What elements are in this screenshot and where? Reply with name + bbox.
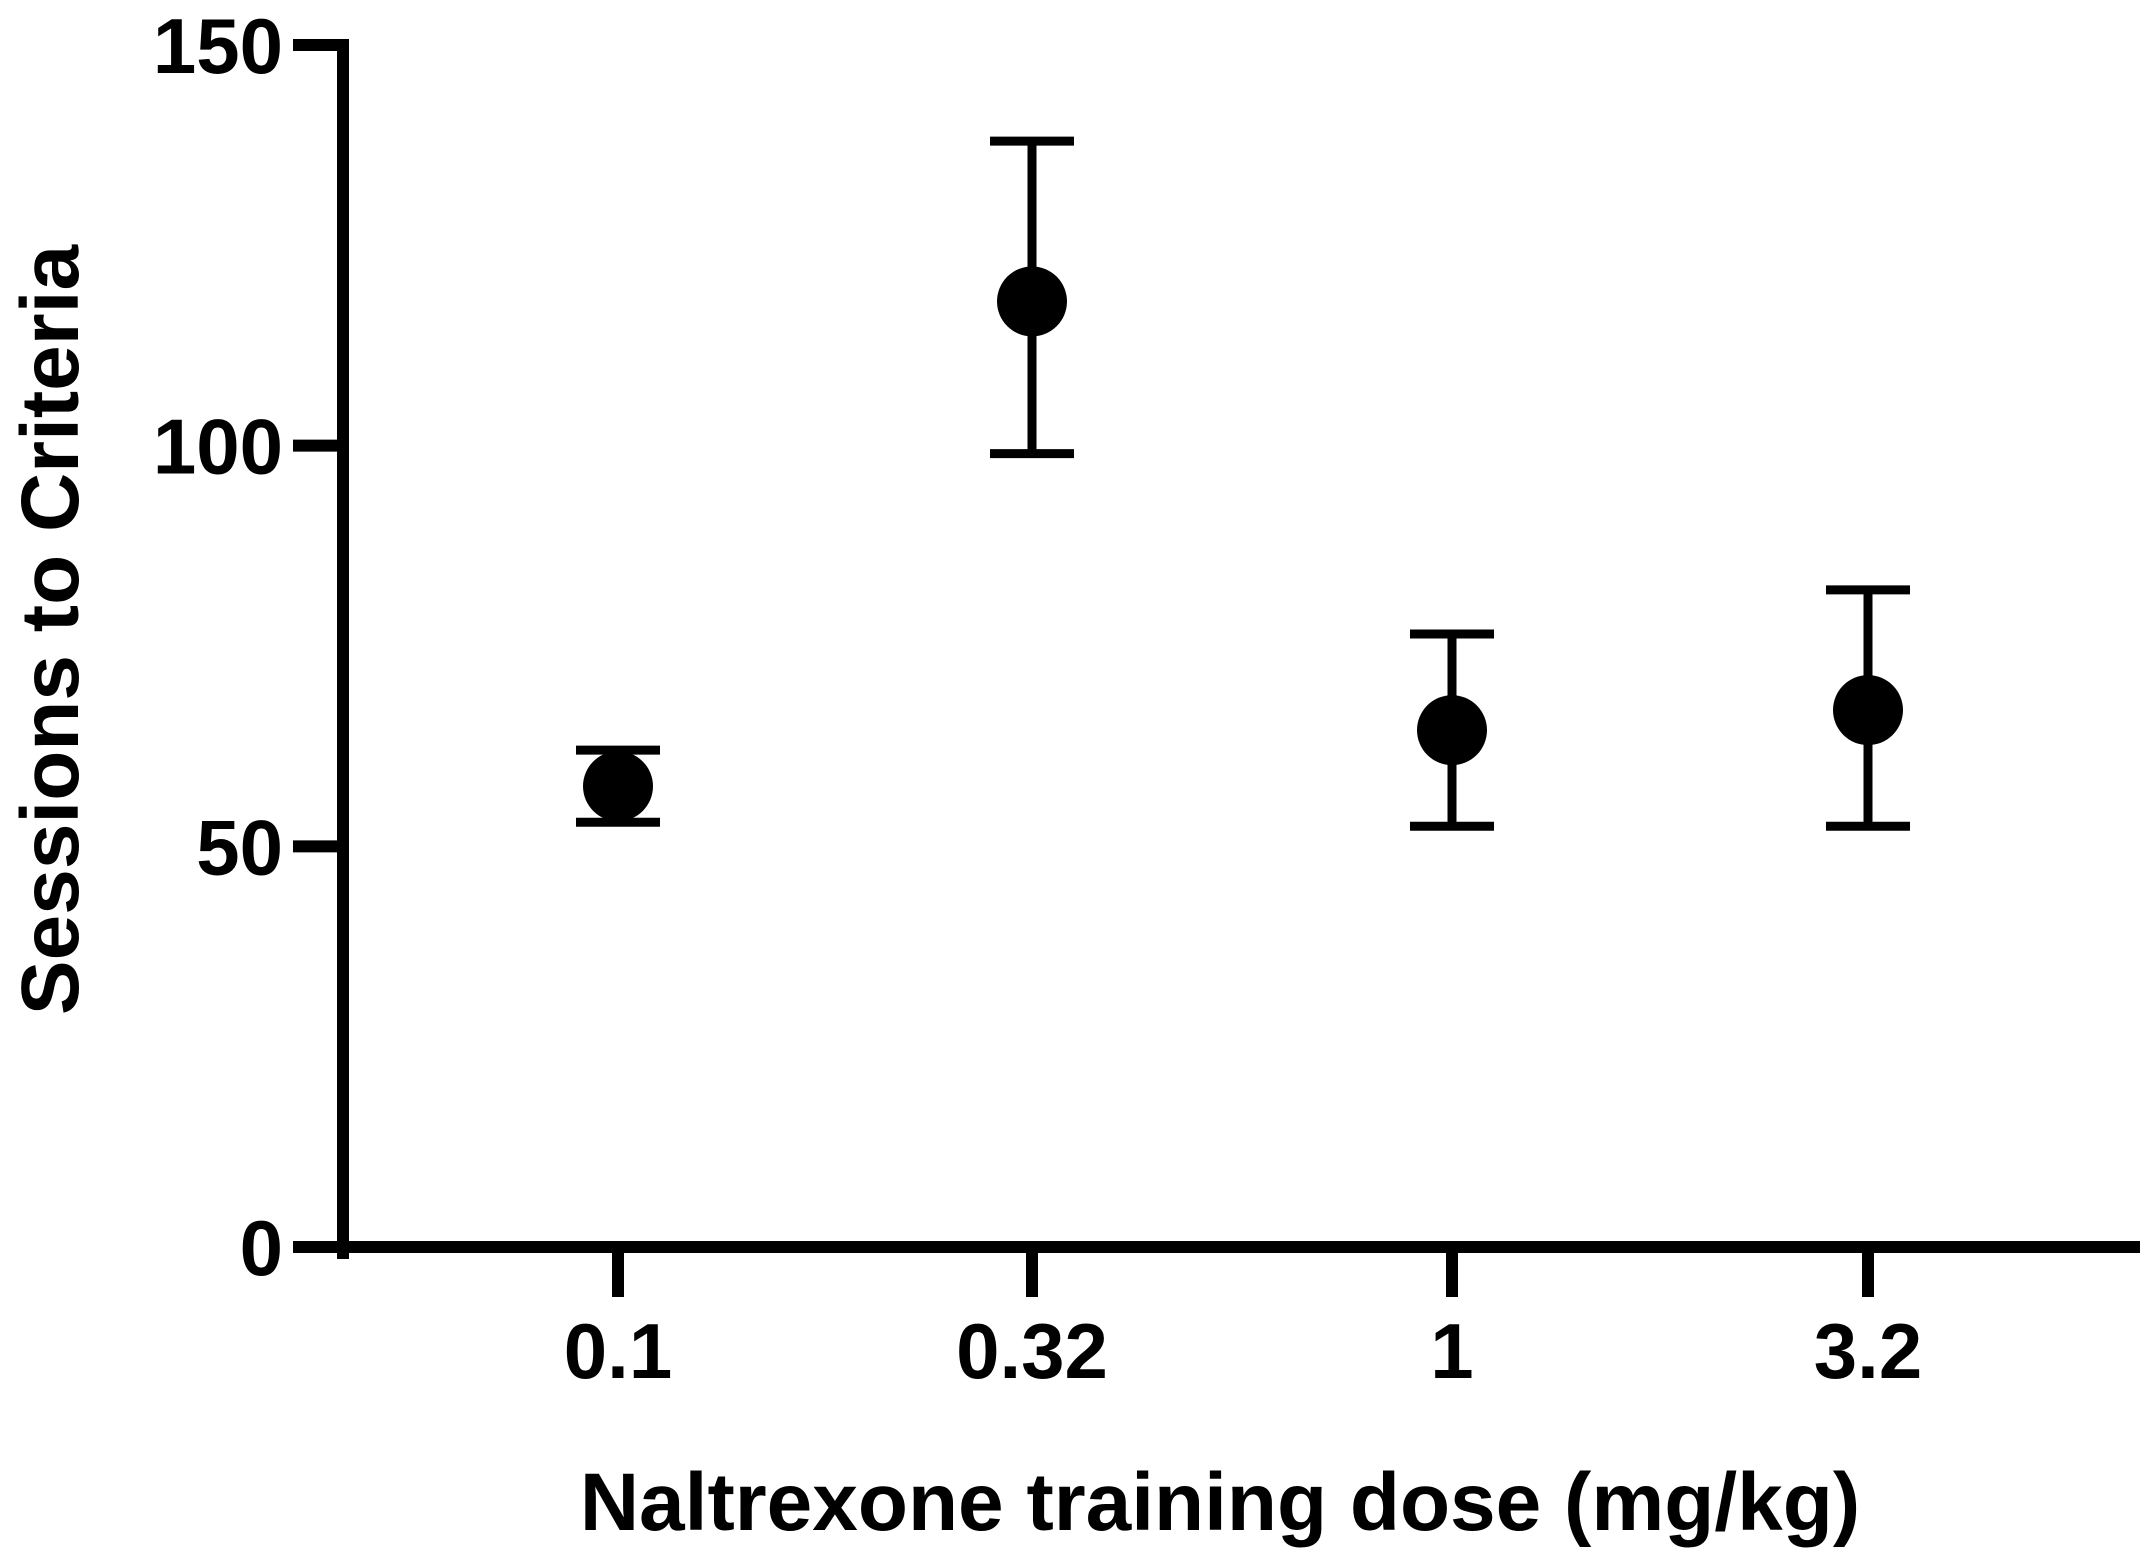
y-axis-title: Sessions to Criteria xyxy=(5,244,96,1016)
data-point-1 xyxy=(997,266,1067,337)
y-tick-label-2: 100 xyxy=(153,403,283,491)
x-tick-label-0: 0.1 xyxy=(564,1307,672,1395)
x-tick-label-2: 1 xyxy=(1430,1307,1473,1395)
x-tick-label-3: 3.2 xyxy=(1814,1307,1922,1395)
markers xyxy=(583,266,1903,822)
y-tick-label-3: 150 xyxy=(153,2,283,90)
axes xyxy=(293,39,2140,1297)
x-tick-label-1: 0.32 xyxy=(956,1307,1108,1395)
tick-labels: 0 50 100 150 0.1 0.32 1 3.2 xyxy=(153,2,1922,1395)
x-axis-title: Naltrexone training dose (mg/kg) xyxy=(580,1457,1860,1548)
y-tick-label-0: 0 xyxy=(240,1204,283,1292)
data-point-0 xyxy=(583,751,653,822)
data-point-3 xyxy=(1833,675,1903,746)
y-tick-label-1: 50 xyxy=(196,803,283,891)
error-bars xyxy=(576,136,1910,831)
data-point-2 xyxy=(1417,695,1487,766)
